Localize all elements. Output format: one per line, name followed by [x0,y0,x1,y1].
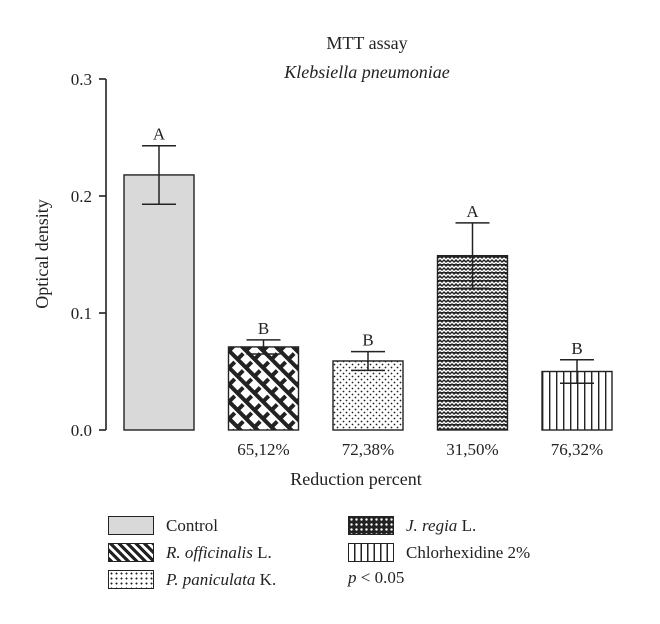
legend-label-authority: L. [457,516,477,535]
legend-label-text: Chlorhexidine 2% [406,543,531,562]
y-axis-title: Optical density [32,199,52,308]
legend-swatch [108,543,154,562]
bar [123,174,195,431]
legend-label-species: P. paniculata [166,570,256,589]
x-tick-label: 65,12% [237,440,289,459]
bar-chart: MTT assay Klebsiella pneumoniae Optical … [32,33,613,489]
group-letter: B [571,339,582,358]
legend-label-authority: L. [252,543,272,562]
y-tick-label: 0.2 [71,187,92,206]
chart-title: MTT assay [326,33,407,53]
bar [541,370,613,431]
legend-label-species: J. regia [406,516,458,535]
legend-label: P. paniculata K. [166,569,276,590]
legend-label: J. regia L. [406,515,476,536]
legend-swatch [348,543,394,562]
x-tick-label: 76,32% [551,440,603,459]
x-axis-title: Reduction percent [290,469,421,489]
legend-label: R. officinalis L. [166,542,272,563]
legend-swatch [108,570,154,589]
y-tick-label: 0.1 [71,304,92,323]
group-letter: A [466,202,479,221]
p-symbol: p [348,568,357,587]
legend-label-authority: K. [255,570,277,589]
x-tick-label: 31,50% [446,440,498,459]
legend-label: Chlorhexidine 2% [406,542,530,563]
bar [332,360,404,431]
group-letter: B [258,319,269,338]
bar [227,346,300,431]
legend-swatch [348,516,394,535]
legend-label-text: Control [166,516,218,535]
x-tick-label: 72,38% [342,440,394,459]
group-letter: A [153,125,166,144]
significance-note: p < 0.05 [348,568,404,588]
y-tick-label: 0.0 [71,421,92,440]
group-letter: B [362,331,373,350]
legend-swatch [108,516,154,535]
legend-label: Control [166,515,218,536]
legend-label-species: R. officinalis [166,543,253,562]
p-value-text: < 0.05 [360,568,405,587]
y-tick-label: 0.3 [71,70,92,89]
chart-subtitle: Klebsiella pneumoniae [283,62,449,82]
